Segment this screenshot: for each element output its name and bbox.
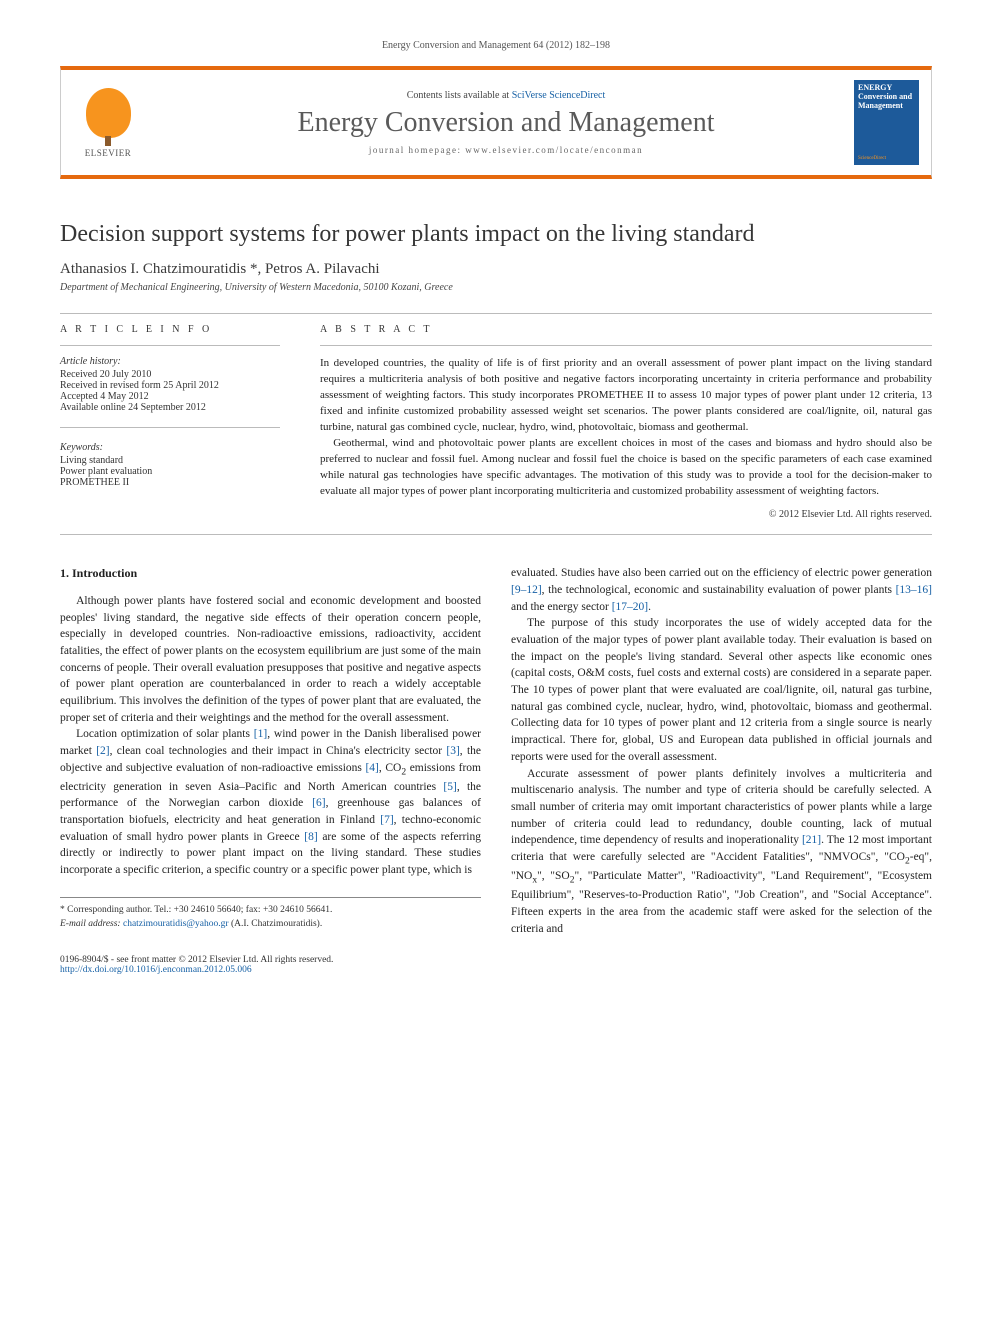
affiliation: Department of Mechanical Engineering, Un… xyxy=(60,282,932,293)
keyword: Living standard xyxy=(60,455,280,466)
abstract-heading: A B S T R A C T xyxy=(320,324,932,335)
journal-cover-thumb: ENERGY Conversion and Management Science… xyxy=(854,80,919,165)
right-column: evaluated. Studies have also been carrie… xyxy=(511,565,932,937)
publisher-name: ELSEVIER xyxy=(85,148,132,158)
body-paragraph: Although power plants have fostered soci… xyxy=(60,593,481,726)
separator xyxy=(320,345,932,346)
separator xyxy=(60,427,280,428)
journal-homepage: journal homepage: www.elsevier.com/locat… xyxy=(158,145,854,155)
doi-link[interactable]: http://dx.doi.org/10.1016/j.enconman.201… xyxy=(60,965,252,975)
author-list: Athanasios I. Chatzimouratidis *, Petros… xyxy=(60,261,932,278)
journal-banner: ELSEVIER Contents lists available at Sci… xyxy=(60,66,932,179)
history-item: Received in revised form 25 April 2012 xyxy=(60,380,280,391)
separator xyxy=(60,534,932,535)
history-item: Available online 24 September 2012 xyxy=(60,402,280,413)
keywords-heading: Keywords: xyxy=(60,442,280,453)
article-info-block: A R T I C L E I N F O Article history: R… xyxy=(60,324,280,520)
body-paragraph: Location optimization of solar plants [1… xyxy=(60,726,481,879)
separator xyxy=(60,345,280,346)
abstract-paragraph: Geothermal, wind and photovoltaic power … xyxy=(320,436,932,500)
contents-prefix: Contents lists available at xyxy=(407,90,512,101)
article-title: Decision support systems for power plant… xyxy=(60,219,932,249)
history-item: Accepted 4 May 2012 xyxy=(60,391,280,402)
history-heading: Article history: xyxy=(60,356,280,367)
keyword: PROMETHEE II xyxy=(60,477,280,488)
section-heading: 1. Introduction xyxy=(60,565,481,582)
email-label: E-mail address: xyxy=(60,919,123,929)
history-item: Received 20 July 2010 xyxy=(60,369,280,380)
left-column: 1. Introduction Although power plants ha… xyxy=(60,565,481,937)
issn-copyright: 0196-8904/$ - see front matter © 2012 El… xyxy=(60,955,932,965)
article-info-heading: A R T I C L E I N F O xyxy=(60,324,280,335)
abstract-block: A B S T R A C T In developed countries, … xyxy=(320,324,932,520)
front-matter-line: 0196-8904/$ - see front matter © 2012 El… xyxy=(60,955,932,975)
keyword: Power plant evaluation xyxy=(60,466,280,477)
body-paragraph: Accurate assessment of power plants defi… xyxy=(511,766,932,938)
body-text: 1. Introduction Although power plants ha… xyxy=(60,565,932,937)
cover-footer: ScienceDirect xyxy=(858,156,886,161)
copyright-line: © 2012 Elsevier Ltd. All rights reserved… xyxy=(320,509,932,520)
separator xyxy=(60,313,932,314)
running-head: Energy Conversion and Management 64 (201… xyxy=(60,40,932,51)
homepage-url[interactable]: www.elsevier.com/locate/enconman xyxy=(465,145,643,155)
body-paragraph: The purpose of this study incorporates t… xyxy=(511,615,932,765)
contents-list-line: Contents lists available at SciVerse Sci… xyxy=(158,90,854,101)
homepage-prefix: journal homepage: xyxy=(369,145,465,155)
body-paragraph: evaluated. Studies have also been carrie… xyxy=(511,565,932,615)
author-email-link[interactable]: chatzimouratidis@yahoo.gr xyxy=(123,919,229,929)
journal-name: Energy Conversion and Management xyxy=(158,107,854,139)
abstract-paragraph: In developed countries, the quality of l… xyxy=(320,356,932,436)
corresponding-author-note: * Corresponding author. Tel.: +30 24610 … xyxy=(60,904,481,918)
publisher-logo: ELSEVIER xyxy=(73,83,143,163)
elsevier-tree-icon xyxy=(86,88,131,138)
cover-title: ENERGY Conversion and Management xyxy=(858,84,915,110)
footnote-block: * Corresponding author. Tel.: +30 24610 … xyxy=(60,897,481,932)
sciencedirect-link[interactable]: SciVerse ScienceDirect xyxy=(512,90,606,101)
email-suffix: (A.I. Chatzimouratidis). xyxy=(231,919,322,929)
